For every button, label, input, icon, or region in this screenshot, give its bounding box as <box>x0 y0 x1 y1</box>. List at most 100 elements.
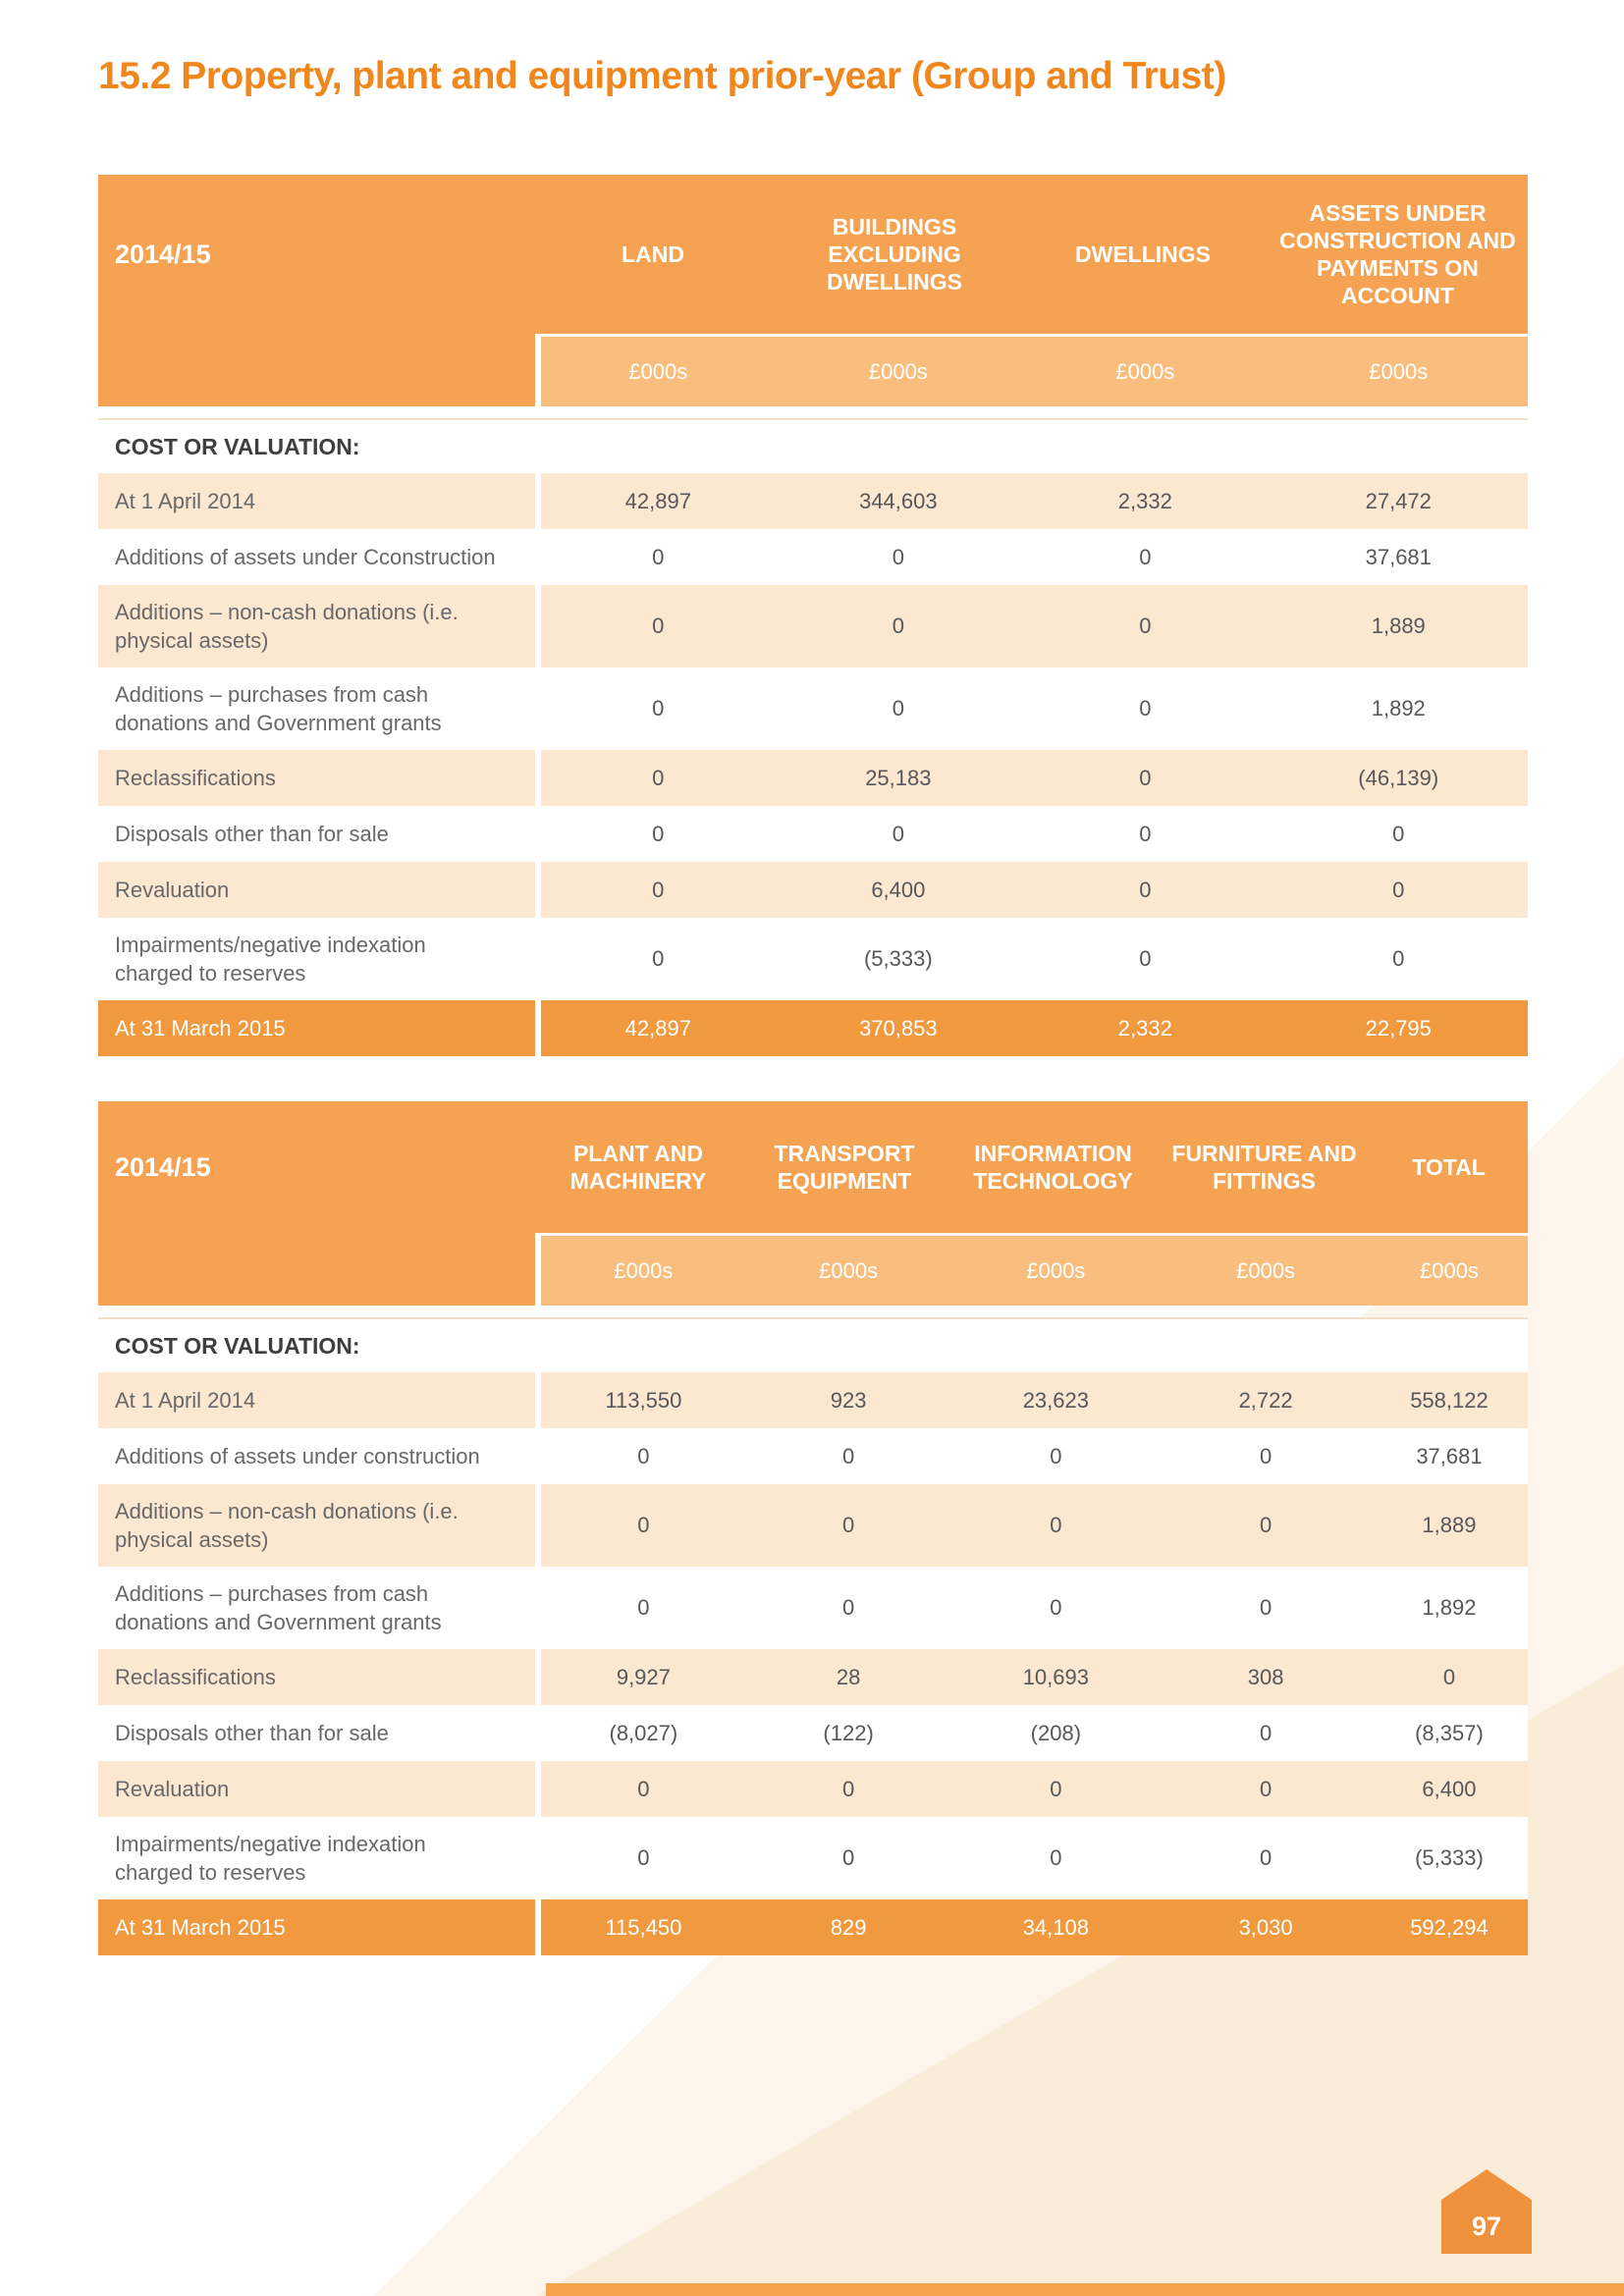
value-cell: 0 <box>1259 1443 1272 1468</box>
table2-row: Revaluation 0 0 0 0 6,400 <box>98 1761 1528 1817</box>
value-cell: 2,722 <box>1238 1387 1293 1413</box>
value-cell: 2,332 <box>1117 1015 1172 1041</box>
row-values: 0 0 0 0 (5,333) <box>535 1817 1528 1899</box>
value-cell: 370,853 <box>859 1015 938 1041</box>
value-cell: 1,889 <box>1422 1513 1477 1537</box>
row-values: 0 0 0 0 1,892 <box>535 1567 1528 1649</box>
value-cell: 0 <box>1139 946 1152 971</box>
table1-units-label-spacer <box>98 334 535 406</box>
column-header-assets-under-construction: ASSETS UNDER CONSTRUCTION AND PAYMENTS O… <box>1279 200 1516 308</box>
row-values: 0 0 0 0 6,400 <box>535 1761 1528 1817</box>
value-cell: 0 <box>652 821 665 846</box>
row-values: 115,450 829 34,108 3,030 592,294 <box>535 1899 1528 1955</box>
value-cell: 42,897 <box>624 1015 691 1041</box>
table2-row: Impairments/negative indexation charged … <box>98 1817 1528 1899</box>
unit-label: £000s <box>1026 1257 1086 1283</box>
value-cell: 0 <box>841 1443 855 1468</box>
page-number: 97 <box>1471 2212 1502 2241</box>
value-cell: 0 <box>652 696 665 721</box>
table2-row: At 1 April 2014 113,550 923 23,623 2,722 558,… <box>98 1372 1528 1428</box>
value-cell: 0 <box>637 1845 650 1870</box>
value-cell: 0 <box>1259 1845 1272 1870</box>
unit-label: £000s <box>868 358 928 384</box>
value-cell: 37,681 <box>1416 1443 1483 1468</box>
value-cell: 1,892 <box>1422 1595 1477 1620</box>
value-cell: 592,294 <box>1410 1914 1489 1940</box>
value-cell: 0 <box>1259 1776 1272 1801</box>
value-cell: 0 <box>1050 1595 1062 1620</box>
value-cell: 0 <box>652 544 665 569</box>
table2-row: At 31 March 2015 115,450 829 34,108 3,030 592… <box>98 1899 1528 1955</box>
unit-label: £000s <box>1115 358 1175 384</box>
column-header-dwellings: DWELLINGS <box>1075 241 1211 267</box>
table-ppe-prior-year-part2: 2014/15 PLANT AND MACHINERY TRANSPORT EQ… <box>98 1101 1528 1955</box>
table2-period-label: 2014/15 <box>115 1151 211 1182</box>
table1-row: Additions – non-cash donations (i.e. phy… <box>98 585 1528 667</box>
table1-row: Impairments/negative indexation charged … <box>98 918 1528 1000</box>
value-cell: 42,897 <box>624 488 691 513</box>
column-header-buildings: BUILDINGS EXCLUDING DWELLINGS <box>827 214 963 294</box>
row-values: 42,897 370,853 2,332 22,795 <box>535 1000 1528 1056</box>
table1-row: Additions of assets under Cconstruction 0… <box>98 529 1528 585</box>
row-values: 0 0 0 1,889 <box>535 585 1528 667</box>
value-cell: 113,550 <box>605 1387 682 1413</box>
section-label: COST OR VALUATION: <box>115 433 360 459</box>
table2-row: Additions – non-cash donations (i.e. phy… <box>98 1484 1528 1567</box>
unit-label: £000s <box>628 358 688 384</box>
table1-header-columns: LAND BUILDINGS EXCLUDING DWELLINGS DWELL… <box>535 175 1528 334</box>
row-label: Additions – non-cash donations (i.e. phy… <box>115 600 459 653</box>
value-cell: (122) <box>823 1720 874 1745</box>
value-cell: 0 <box>892 544 904 569</box>
value-cell: 0 <box>841 1513 855 1537</box>
value-cell: 0 <box>1139 765 1152 790</box>
value-cell: 22,795 <box>1365 1015 1432 1041</box>
table1-units-row: £000s £000s £000s £000s <box>98 334 1528 406</box>
row-label: At 1 April 2014 <box>115 489 256 513</box>
value-cell: 0 <box>1259 1513 1272 1537</box>
row-label: At 31 March 2015 <box>115 1016 286 1041</box>
column-header-transport: TRANSPORT EQUIPMENT <box>774 1141 915 1194</box>
row-values: 0 (5,333) 0 0 <box>535 918 1528 1000</box>
row-values: 42,897 344,603 2,332 27,472 <box>535 473 1528 529</box>
row-label: At 1 April 2014 <box>115 1388 256 1413</box>
table2-header-row: 2014/15 PLANT AND MACHINERY TRANSPORT EQ… <box>98 1101 1528 1233</box>
unit-label: £000s <box>1419 1257 1479 1283</box>
value-cell: 0 <box>652 946 665 971</box>
row-values: 0 0 0 37,681 <box>535 529 1528 585</box>
table2-section-heading: COST OR VALUATION: <box>98 1317 1528 1372</box>
value-cell: (8,027) <box>609 1720 678 1745</box>
column-header-furniture-fittings: FURNITURE AND FITTINGS <box>1171 1141 1357 1194</box>
page-title: 15.2 Property, plant and equipment prior… <box>98 55 1226 97</box>
row-label: Impairments/negative indexation charged … <box>115 933 426 986</box>
table2-units-row: £000s £000s £000s £000s £000s <box>98 1233 1528 1306</box>
column-header-information-technology: INFORMATION TECHNOLOGY <box>973 1141 1133 1194</box>
table2-units-cells: £000s £000s £000s £000s £000s <box>535 1233 1528 1306</box>
row-values: 0 6,400 0 0 <box>535 862 1528 918</box>
row-label: Disposals other than for sale <box>115 822 389 846</box>
column-header-plant-machinery: PLANT AND MACHINERY <box>569 1141 707 1194</box>
value-cell: 0 <box>1139 877 1152 902</box>
row-values: 0 0 0 1,892 <box>535 667 1528 750</box>
value-cell: 344,603 <box>859 488 938 513</box>
row-label: Reclassifications <box>115 766 276 790</box>
row-label: Additions – non-cash donations (i.e. phy… <box>115 1499 459 1552</box>
value-cell: 1,892 <box>1371 696 1426 721</box>
value-cell: 37,681 <box>1365 544 1432 569</box>
section-label: COST OR VALUATION: <box>115 1332 360 1359</box>
row-label: Revaluation <box>115 878 230 902</box>
value-cell: 0 <box>841 1845 855 1870</box>
row-values: 0 0 0 0 <box>535 806 1528 862</box>
row-values: 0 25,183 0 (46,139) <box>535 750 1528 806</box>
value-cell: 0 <box>841 1595 855 1620</box>
value-cell: 0 <box>1050 1443 1062 1468</box>
row-label: At 31 March 2015 <box>115 1915 286 1940</box>
value-cell: 0 <box>652 877 665 902</box>
table1-units-cells: £000s £000s £000s £000s <box>535 334 1528 406</box>
value-cell: 0 <box>637 1513 650 1537</box>
table1-period-label: 2014/15 <box>115 239 211 269</box>
value-cell: 558,122 <box>1410 1387 1489 1413</box>
value-cell: 34,108 <box>1022 1914 1089 1940</box>
value-cell: 0 <box>652 765 665 790</box>
column-header-total: TOTAL <box>1412 1154 1486 1180</box>
value-cell: 0 <box>1050 1845 1062 1870</box>
